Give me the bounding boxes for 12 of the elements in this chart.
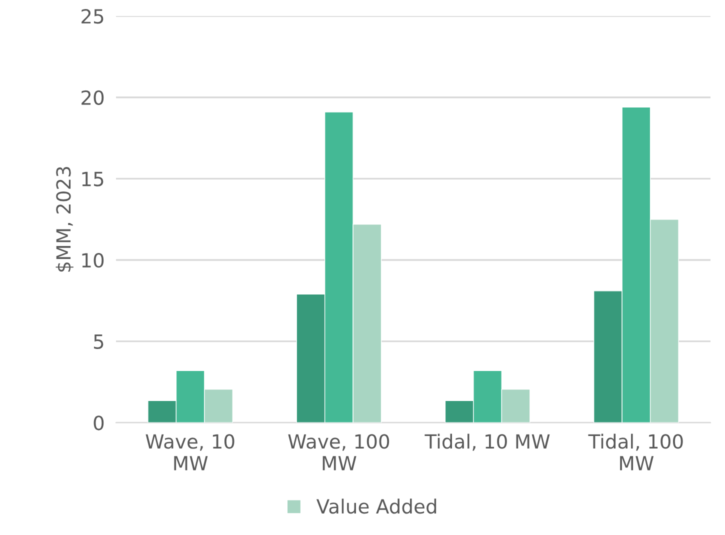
x-tick-label: Tidal, 100 MW: [588, 434, 683, 470]
y-tick-label: 10: [82, 252, 104, 268]
y-axis-title: $MM, 2023: [56, 167, 74, 272]
y-tick-label: 0: [94, 416, 104, 430]
y-tick-label: 15: [82, 172, 104, 186]
x-tick-label: Tidal, 10 MW: [424, 434, 550, 451]
y-tick-label: 25: [82, 9, 104, 24]
x-tick-label: Wave, 10 MW: [146, 434, 234, 470]
x-tick-label: Wave, 100 MW: [288, 434, 390, 470]
legend-label: Value Added: [316, 498, 436, 514]
y-tick-label: 20: [82, 90, 104, 106]
y-tick-label: 5: [94, 334, 104, 349]
